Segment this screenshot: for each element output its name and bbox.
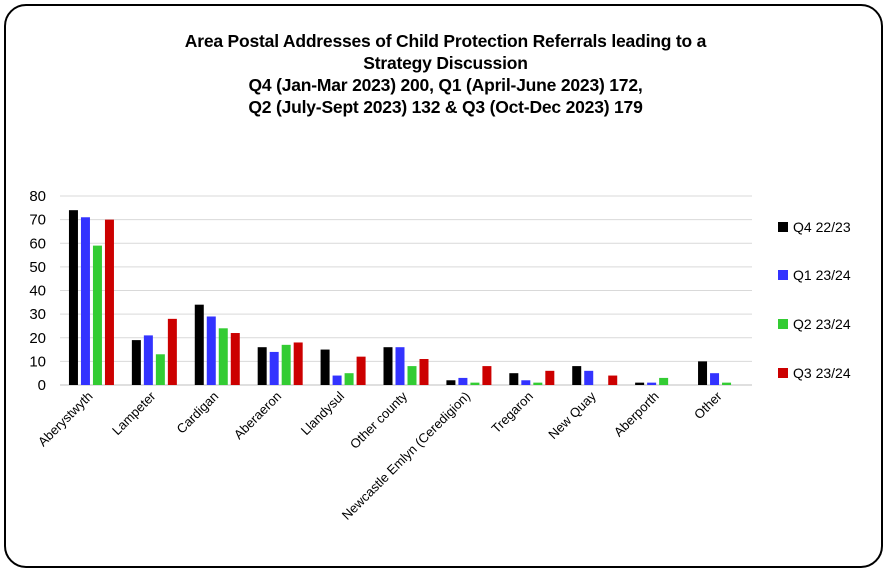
y-tick-label: 30 <box>29 306 46 323</box>
bar-4-0 <box>320 349 330 385</box>
bar-2-3 <box>230 333 240 385</box>
x-axis: Aberystwyth Lampeter Cardigan Aberaeron Llan… <box>35 388 725 523</box>
bar-10-0 <box>698 361 708 385</box>
bar-1-3 <box>167 318 177 385</box>
y-axis: 0 10 20 30 40 50 60 70 80 <box>29 188 46 394</box>
bar-2-1 <box>206 316 216 385</box>
title-line-1: Area Postal Addresses of Child Protectio… <box>184 31 707 51</box>
bar-7-1 <box>521 380 531 385</box>
legend-label: Q2 23/24 <box>793 316 851 332</box>
x-tick-label: Cardigan <box>173 389 221 437</box>
bar-4-1 <box>332 375 342 385</box>
x-tick-label: Llandysul <box>298 388 348 438</box>
bar-6-3 <box>482 366 492 385</box>
y-tick-label: 50 <box>29 259 46 276</box>
x-tick-label: Newcastle Emlyn (Ceredigion) <box>339 389 473 523</box>
bar-2-2 <box>218 328 228 385</box>
bar-6-1 <box>458 377 468 385</box>
legend-swatch <box>778 222 788 232</box>
legend-swatch <box>778 270 788 280</box>
bar-3-3 <box>293 342 303 385</box>
bar-8-1 <box>584 370 594 385</box>
title-line-2: Strategy Discussion <box>363 53 528 73</box>
bar-9-0 <box>635 382 645 385</box>
x-tick-label: Other county <box>347 388 411 452</box>
title-line-3: Q4 (Jan-Mar 2023) 200, Q1 (April-June 20… <box>248 75 643 95</box>
bar-1-2 <box>155 354 165 385</box>
bar-6-0 <box>446 380 456 385</box>
bar-3-1 <box>269 351 279 385</box>
y-tick-label: 40 <box>29 283 46 300</box>
x-tick-label: Aberaeron <box>231 389 285 443</box>
legend-swatch <box>778 319 788 329</box>
legend-label: Q1 23/24 <box>793 267 851 283</box>
bar-5-1 <box>395 347 405 385</box>
y-tick-label: 10 <box>29 353 46 370</box>
x-tick-label: Aberystwyth <box>35 389 96 450</box>
bar-3-2 <box>281 344 291 385</box>
bar-0-1 <box>80 217 90 385</box>
bar-4-2 <box>344 373 354 385</box>
bar-5-0 <box>383 347 393 385</box>
x-tick-label: Other <box>691 388 725 422</box>
bar-8-3 <box>608 375 618 385</box>
chart-title: Area Postal Addresses of Child Protectio… <box>0 30 891 118</box>
bar-9-1 <box>647 382 657 385</box>
bar-2-0 <box>194 304 204 385</box>
bar-7-3 <box>545 370 555 385</box>
bars <box>68 210 732 385</box>
bar-9-2 <box>659 377 669 385</box>
chart-frame <box>4 4 883 568</box>
legend-label: Q4 22/23 <box>793 219 851 235</box>
bar-0-2 <box>92 245 102 385</box>
y-tick-label: 0 <box>38 377 46 394</box>
legend-label: Q3 23/24 <box>793 365 851 381</box>
bar-5-3 <box>419 359 429 385</box>
bar-1-1 <box>143 335 153 385</box>
y-tick-label: 60 <box>29 235 46 252</box>
bar-1-0 <box>131 340 141 385</box>
bar-5-2 <box>407 366 417 385</box>
x-tick-label: New Quay <box>545 388 599 442</box>
bar-4-3 <box>356 356 366 385</box>
x-tick-label: Lampeter <box>109 388 159 438</box>
legend: Q4 22/23 Q1 23/24 Q2 23/24 Q3 23/24 <box>778 219 851 381</box>
bar-10-1 <box>710 373 720 385</box>
y-tick-label: 80 <box>29 188 46 205</box>
title-line-4: Q2 (July-Sept 2023) 132 & Q3 (Oct-Dec 20… <box>248 97 643 117</box>
bar-10-2 <box>722 382 732 385</box>
bar-7-2 <box>533 382 543 385</box>
bar-0-0 <box>68 210 78 385</box>
y-tick-label: 70 <box>29 212 46 229</box>
legend-swatch <box>778 368 788 378</box>
y-tick-label: 20 <box>29 330 46 347</box>
bar-7-0 <box>509 373 519 385</box>
x-tick-label: Tregaron <box>488 389 536 437</box>
bar-6-2 <box>470 382 480 385</box>
x-tick-label: Aberporth <box>611 389 662 440</box>
bar-8-0 <box>572 366 582 385</box>
bar-3-0 <box>257 347 267 385</box>
bar-0-3 <box>104 219 114 385</box>
